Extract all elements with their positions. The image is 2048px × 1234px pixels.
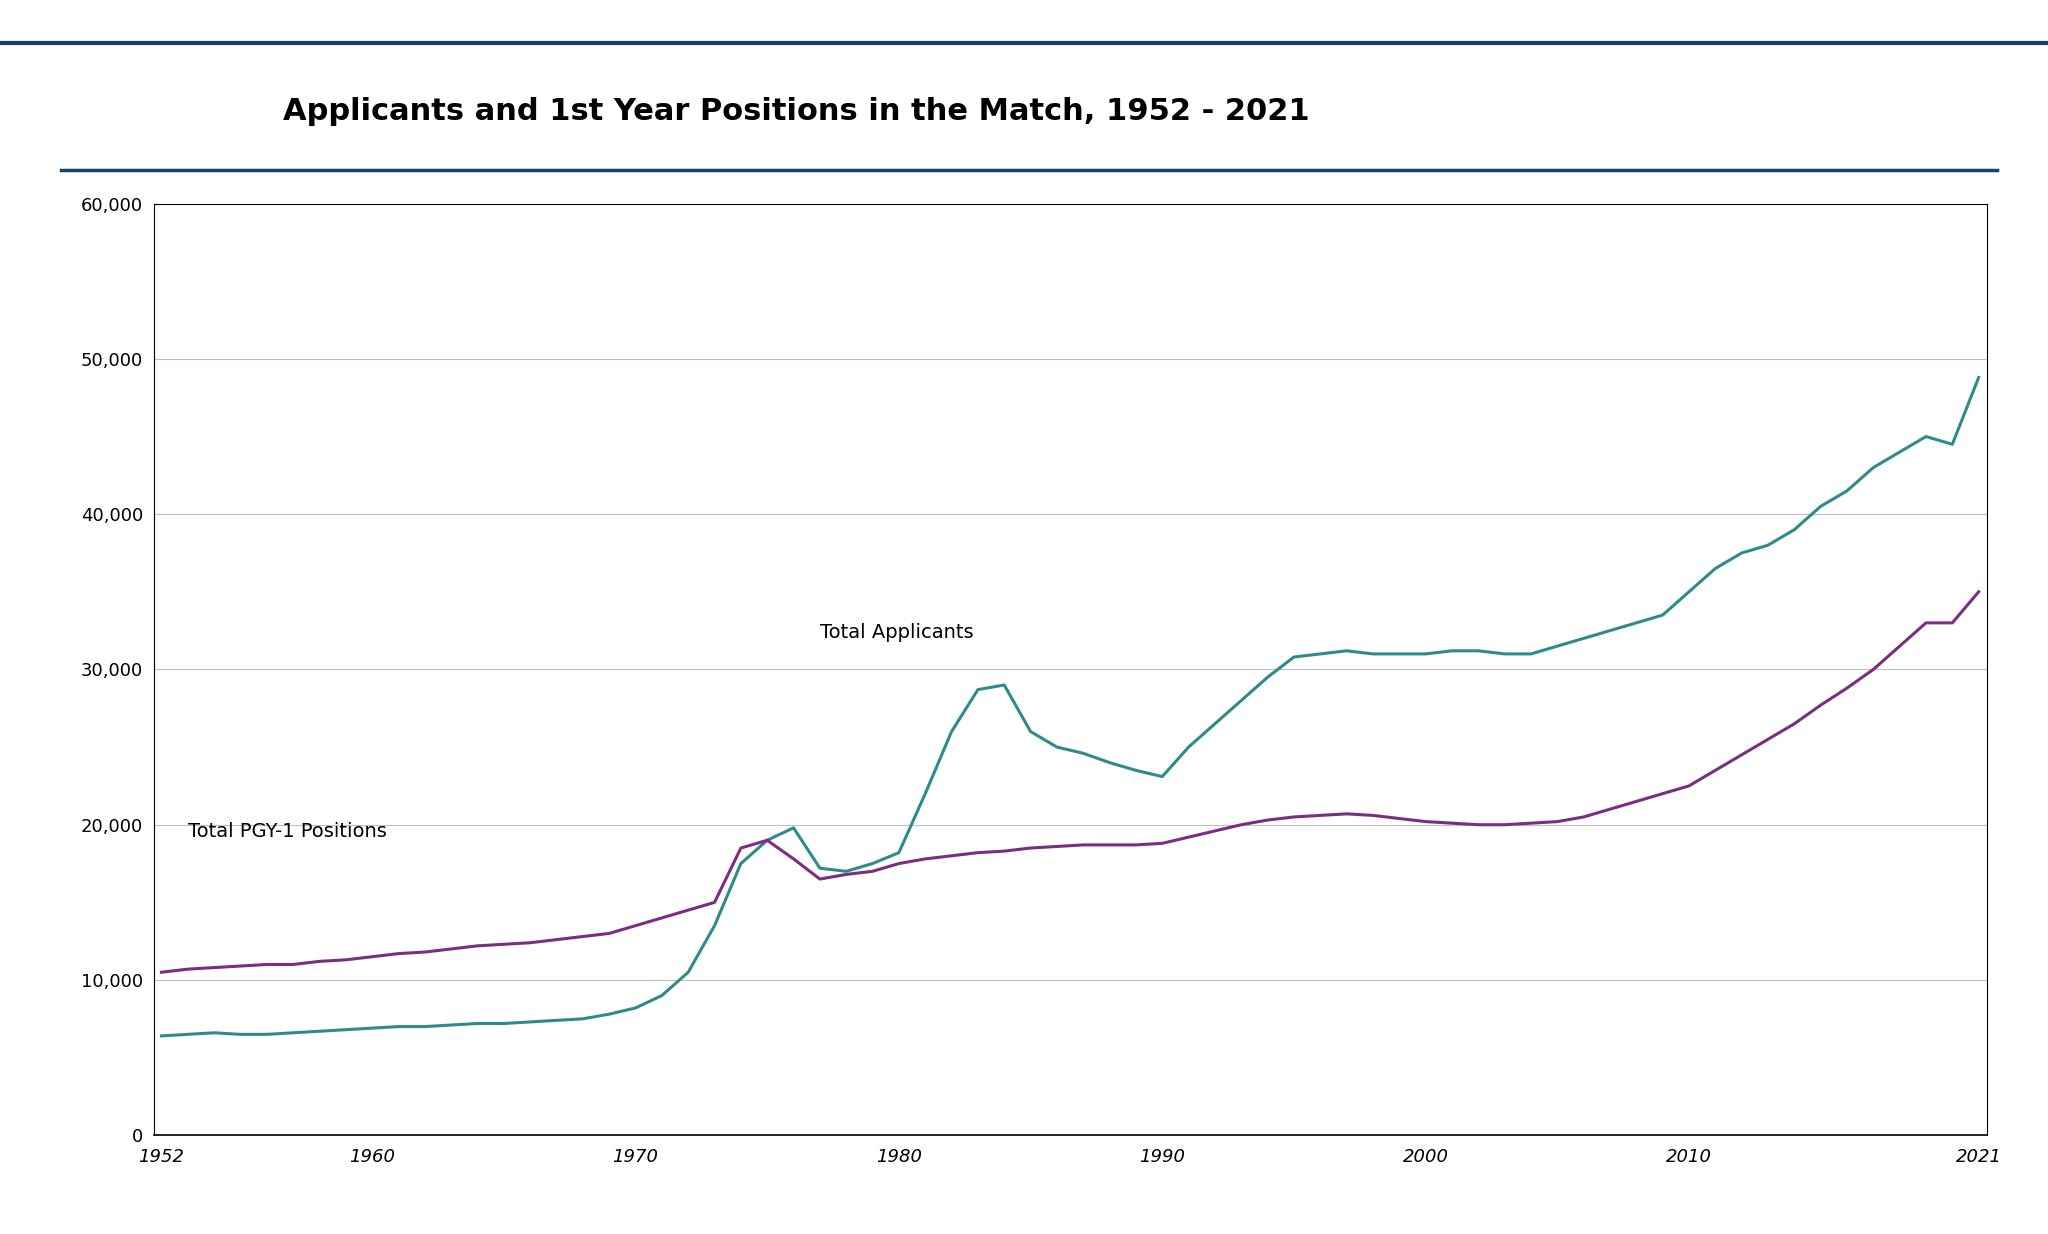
Text: Applicants and 1st Year Positions in the Match, 1952 - 2021: Applicants and 1st Year Positions in the…: [283, 96, 1309, 126]
Text: Total PGY-1 Positions: Total PGY-1 Positions: [188, 822, 387, 842]
Text: Figure 1: Figure 1: [82, 95, 236, 127]
Text: Total Applicants: Total Applicants: [819, 623, 973, 643]
